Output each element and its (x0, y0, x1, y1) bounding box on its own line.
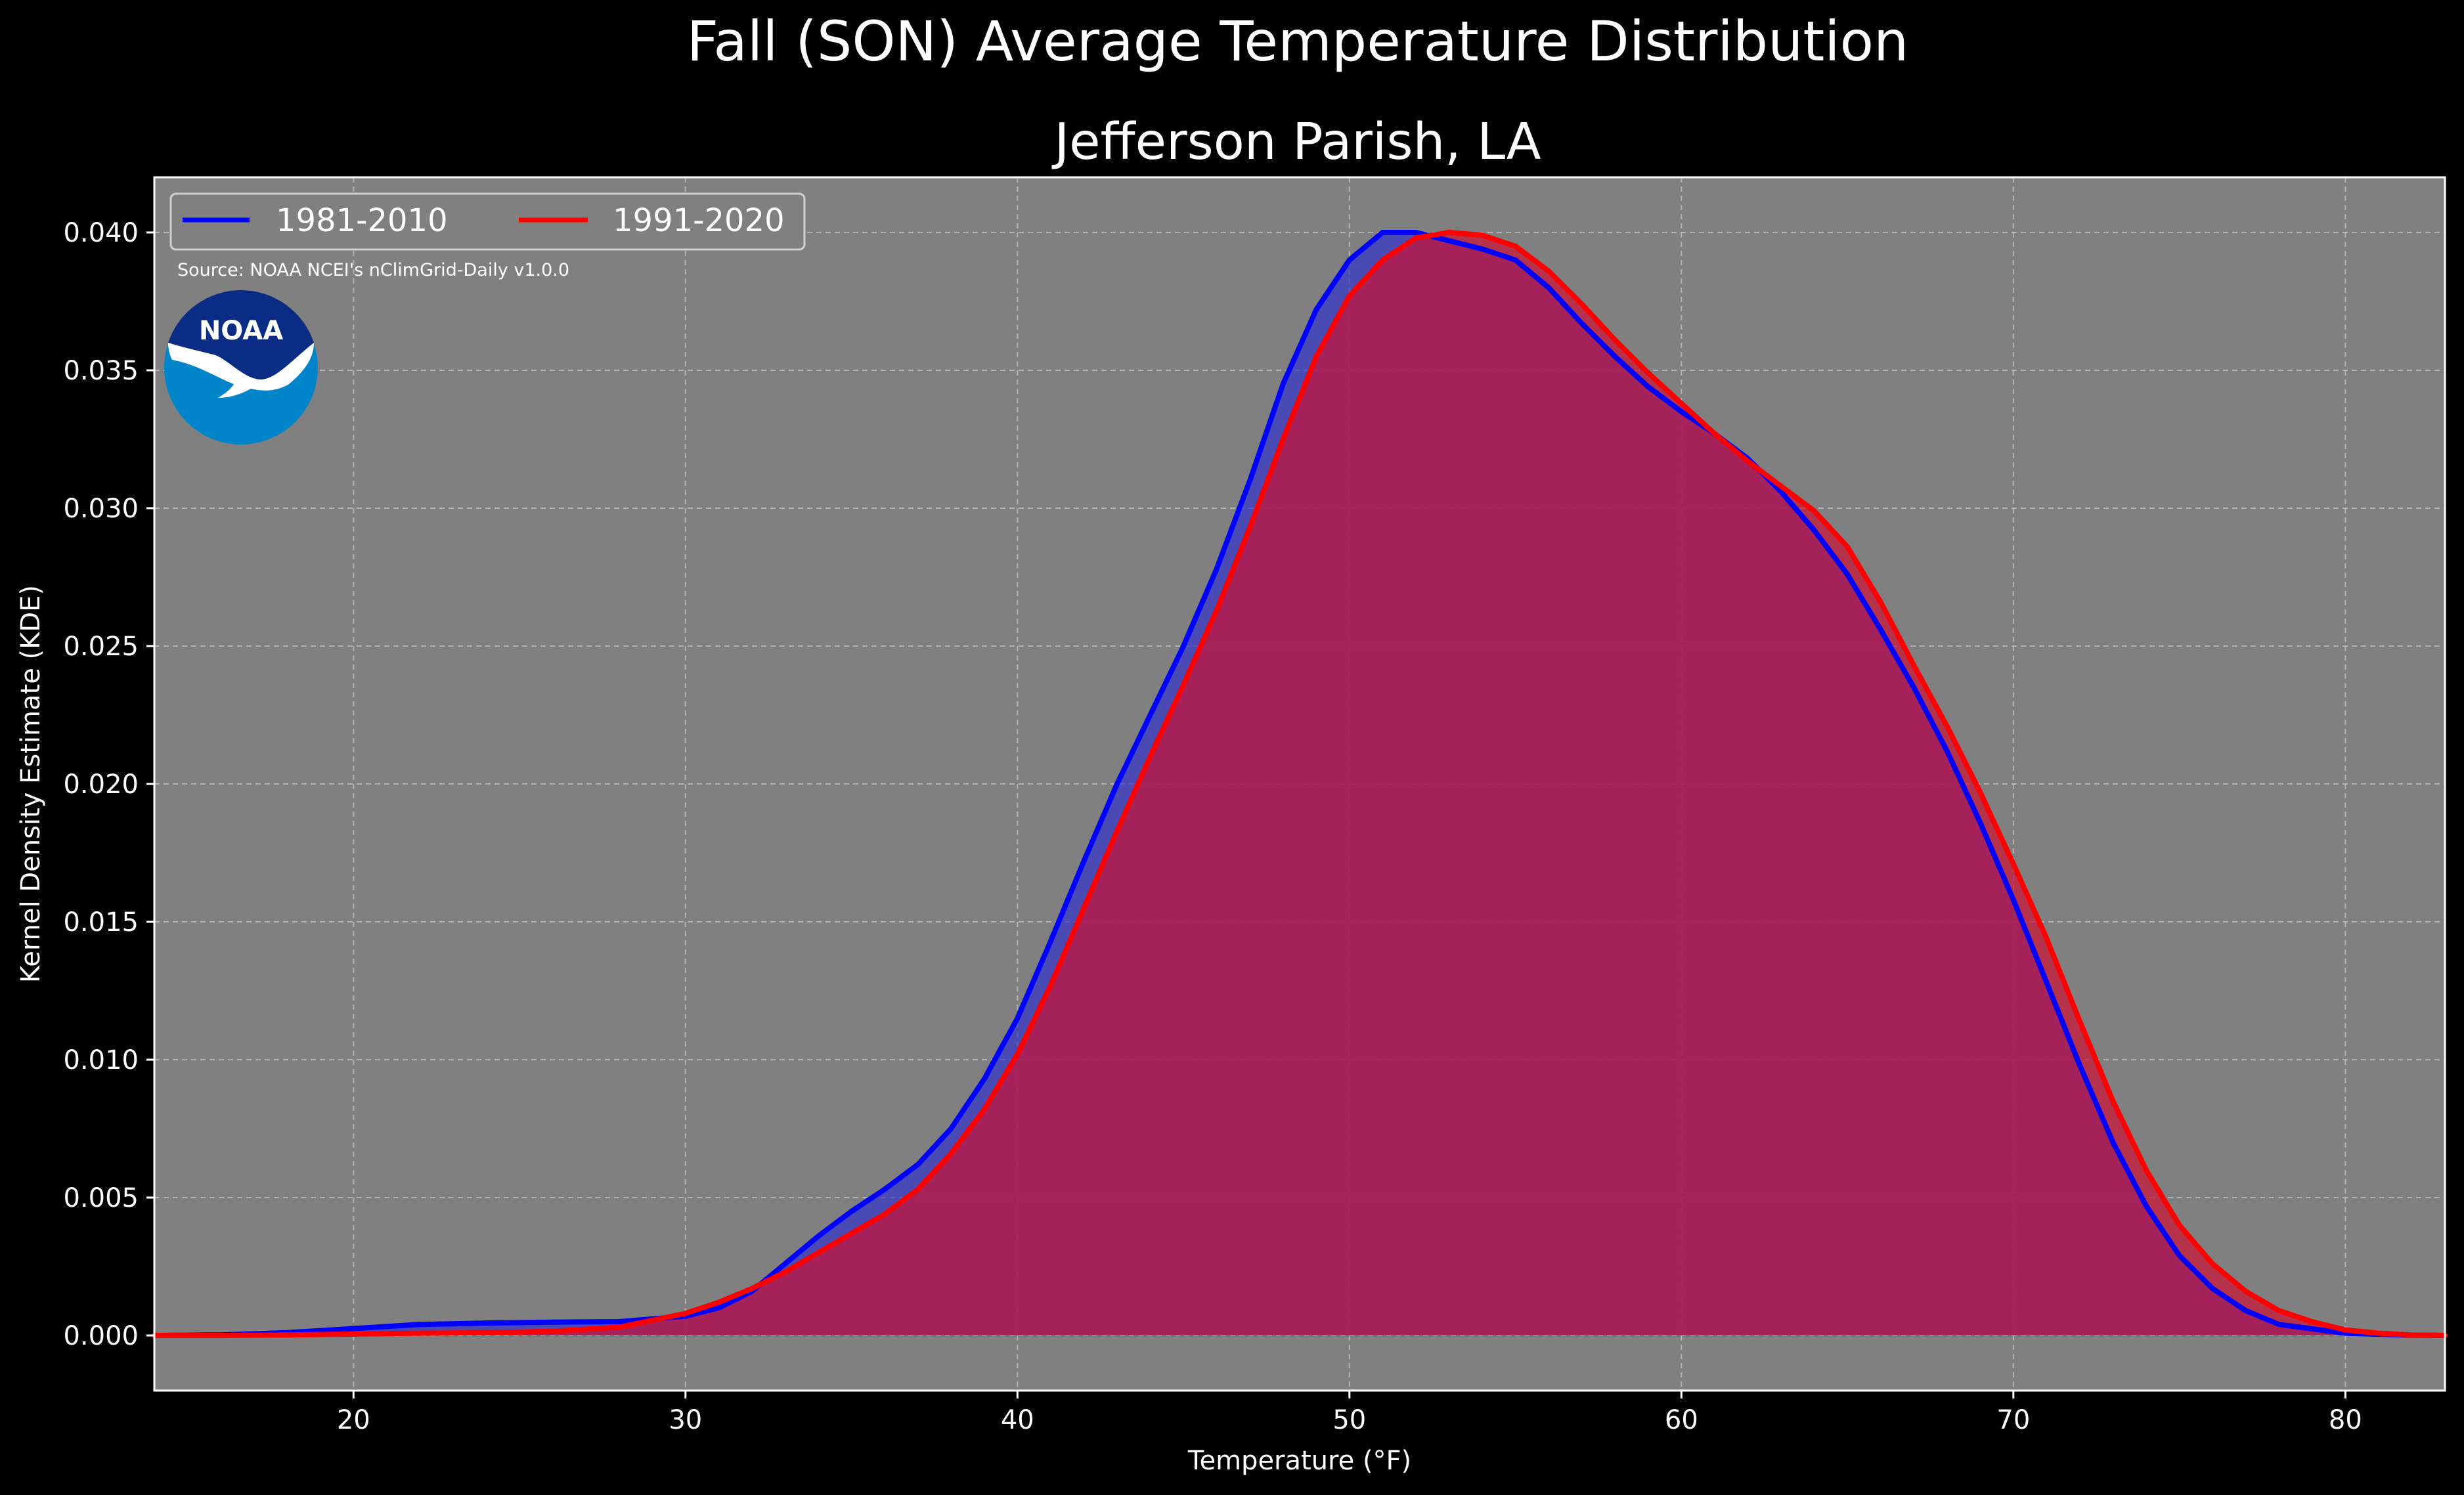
legend-label-1991-2020: 1991-2020 (613, 202, 785, 239)
x-tick-label: 20 (337, 1405, 370, 1435)
y-tick-label: 0.015 (63, 907, 139, 938)
noaa-bird-icon (168, 343, 314, 398)
y-tick-label: 0.025 (63, 632, 139, 662)
noaa-logo: NOAA (164, 290, 318, 444)
source-note: Source: NOAA NCEI's nClimGrid-Daily v1.0… (177, 260, 569, 280)
noaa-logo-top (168, 290, 314, 379)
y-tick-label: 0.010 (63, 1045, 139, 1075)
chart-suptitle: Fall (SON) Average Temperature Distribut… (687, 9, 1908, 74)
series-line-1981-2010 (152, 230, 2448, 1338)
x-tick-label: 40 (1001, 1405, 1034, 1435)
x-tick-label: 50 (1332, 1405, 1366, 1435)
y-tick-label: 0.020 (63, 769, 139, 800)
chart-title: Jefferson Parish, LA (1051, 113, 1541, 171)
legend-box (169, 192, 806, 251)
series-line-1991-2020 (152, 230, 2448, 1338)
x-tick-label: 30 (669, 1405, 702, 1435)
y-axis-label: Kernel Density Estimate (KDE) (16, 585, 46, 983)
y-tick-label: 0.035 (63, 356, 139, 386)
x-tick-label: 80 (2329, 1405, 2362, 1435)
y-tick-label: 0.030 (63, 494, 139, 524)
y-tick-label: 0.000 (63, 1321, 139, 1351)
series-area-1991-2020 (154, 232, 2445, 1335)
series-layer (152, 230, 2448, 1338)
y-tick-label: 0.040 (63, 218, 139, 248)
x-axis-label: Temperature (°F) (1187, 1446, 1411, 1476)
y-tick-label: 0.005 (63, 1183, 139, 1213)
legend: 1981-2010 1991-2020 (169, 192, 806, 251)
tick-labels: 20 30 40 50 60 70 80 0.000 0.005 0.010 0.015 0.020 0… (63, 218, 2362, 1435)
x-tick-label: 70 (1996, 1405, 2030, 1435)
noaa-logo-text: NOAA (199, 316, 283, 346)
legend-label-1981-2010: 1981-2010 (276, 202, 448, 239)
x-tick-label: 60 (1665, 1405, 1698, 1435)
